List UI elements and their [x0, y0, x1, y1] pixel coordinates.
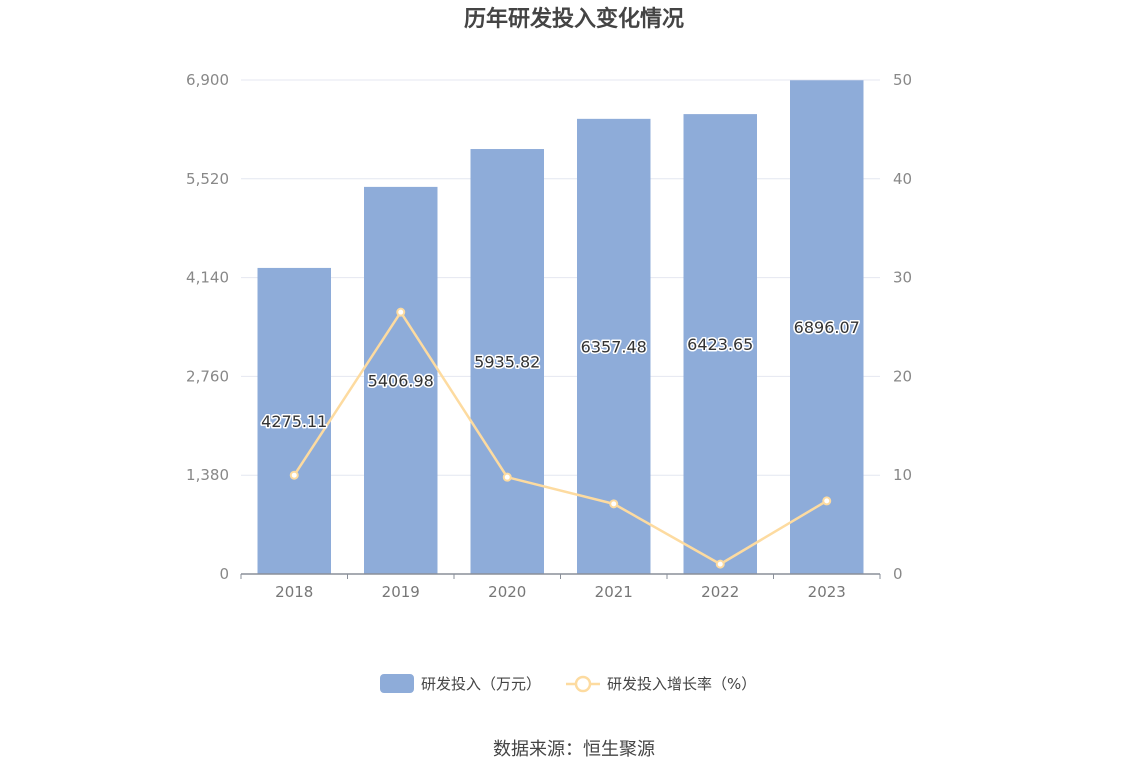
bar-value-label: 5406.98	[368, 371, 434, 390]
left-tick-label: 4,140	[186, 269, 229, 287]
bar-data-labels: 4275.11 5406.98 5935.82 6357.48 6423.65 6896.…	[260, 317, 862, 433]
legend-bar-label: 研发投入（万元）	[421, 675, 541, 693]
bar-2020[interactable]	[470, 149, 544, 574]
growth-point-2019[interactable]	[396, 307, 406, 317]
left-tick-label: 6,900	[186, 71, 229, 89]
legend: 研发投入（万元） 研发投入增长率（%）	[380, 674, 756, 693]
x-tick-label: 2021	[595, 583, 633, 601]
right-tick-label: 30	[893, 269, 912, 287]
x-tick-label: 2022	[701, 583, 739, 601]
chart-title: 历年研发投入变化情况	[464, 6, 684, 32]
growth-point-2023[interactable]	[822, 496, 832, 506]
right-tick-label: 0	[893, 565, 903, 583]
x-axis-ticks: 2018 2019 2020 2021 2022 2023	[240, 574, 881, 601]
left-tick-label: 5,520	[186, 170, 229, 188]
growth-line-series	[289, 307, 832, 569]
x-tick-label: 2019	[382, 583, 420, 601]
right-tick-label: 20	[893, 367, 912, 385]
growth-line	[293, 310, 828, 566]
bar-2022[interactable]	[683, 114, 757, 575]
x-tick-label: 2018	[275, 583, 313, 601]
bar-value-label: 4275.11	[261, 412, 327, 431]
bar-value-label: 6357.48	[581, 337, 647, 356]
x-tick-label: 2020	[488, 583, 526, 601]
legend-bar-swatch	[380, 674, 414, 693]
legend-item-bar[interactable]: 研发投入（万元）	[380, 674, 541, 693]
bar-value-label: 6896.07	[794, 318, 860, 337]
source-note: 数据来源：恒生聚源	[493, 739, 655, 760]
bar-series	[257, 80, 864, 575]
bar-value-label: 5935.82	[474, 353, 540, 372]
legend-line-marker	[574, 675, 592, 693]
left-axis-ticks: 0 1,380 2,760 4,140 5,520 6,900	[186, 71, 229, 583]
bar-value-label: 6423.65	[687, 335, 753, 354]
right-tick-label: 10	[893, 466, 912, 484]
growth-point-2021[interactable]	[609, 499, 619, 509]
legend-line-label: 研发投入增长率（%）	[607, 675, 756, 693]
bar-2018[interactable]	[257, 267, 331, 574]
growth-point-2022[interactable]	[715, 559, 725, 569]
left-tick-label: 0	[219, 565, 229, 583]
right-tick-label: 40	[893, 170, 912, 188]
growth-point-2018[interactable]	[289, 470, 299, 480]
left-tick-label: 2,760	[186, 367, 229, 385]
growth-point-2020[interactable]	[502, 472, 512, 482]
legend-item-line[interactable]: 研发投入增长率（%）	[566, 675, 756, 693]
grid-lines	[241, 79, 880, 476]
right-axis-ticks: 0 10 20 30 40 50	[893, 71, 912, 583]
bar-2023[interactable]	[790, 80, 864, 574]
left-tick-label: 1,380	[186, 466, 229, 484]
bar-2019[interactable]	[364, 186, 438, 574]
right-tick-label: 50	[893, 71, 912, 89]
x-tick-label: 2023	[808, 583, 846, 601]
